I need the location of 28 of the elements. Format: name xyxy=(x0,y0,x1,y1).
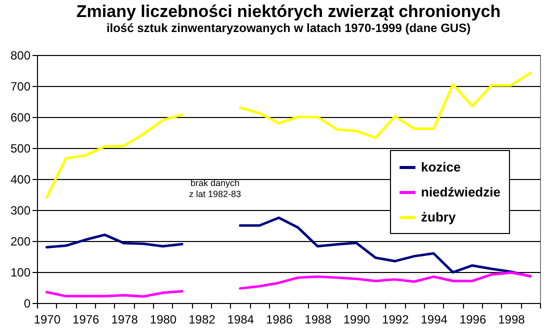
x-tick-label: 1994 xyxy=(420,312,448,326)
y-tick-label: 200 xyxy=(10,234,31,248)
x-tick-label: 1988 xyxy=(304,312,332,326)
x-tick-label: 1980 xyxy=(150,312,177,326)
x-tick-label: 1976 xyxy=(72,312,100,326)
y-tick-label: 800 xyxy=(10,48,31,62)
x-tick-label: 1986 xyxy=(266,312,293,326)
legend-label: żubry xyxy=(421,210,456,224)
annotation: brak danych z lat 1982-83 xyxy=(188,178,242,199)
x-tick-label: 1982 xyxy=(188,312,216,326)
y-tick-label: 400 xyxy=(10,172,31,186)
x-tick-label: 1984 xyxy=(227,312,254,326)
y-tick-label: 600 xyxy=(10,110,31,124)
x-tick-label: 1978 xyxy=(111,312,138,326)
y-tick-label: 0 xyxy=(24,296,31,310)
x-tick-label: 1996 xyxy=(459,312,486,326)
chart-title: Zmiany liczebności niektórych zwierząt chronionych xyxy=(76,2,501,21)
x-tick-label: 1990 xyxy=(343,312,370,326)
x-tick-label: 1970 xyxy=(34,312,61,326)
y-tick-label: 300 xyxy=(10,204,31,218)
x-tick-label: 1992 xyxy=(382,312,410,326)
legend-label: kozice xyxy=(421,160,461,174)
chart-subtitle: ilość sztuk zinwentaryzowanych w latach 1970-1999 (dane GUS) xyxy=(106,21,471,35)
x-tick-label: 1998 xyxy=(498,312,526,326)
y-tick-label: 500 xyxy=(10,142,31,156)
legend-label: niedźwiedzie xyxy=(421,184,500,200)
y-tick-label: 100 xyxy=(10,266,31,280)
y-tick-label: 700 xyxy=(10,80,31,94)
